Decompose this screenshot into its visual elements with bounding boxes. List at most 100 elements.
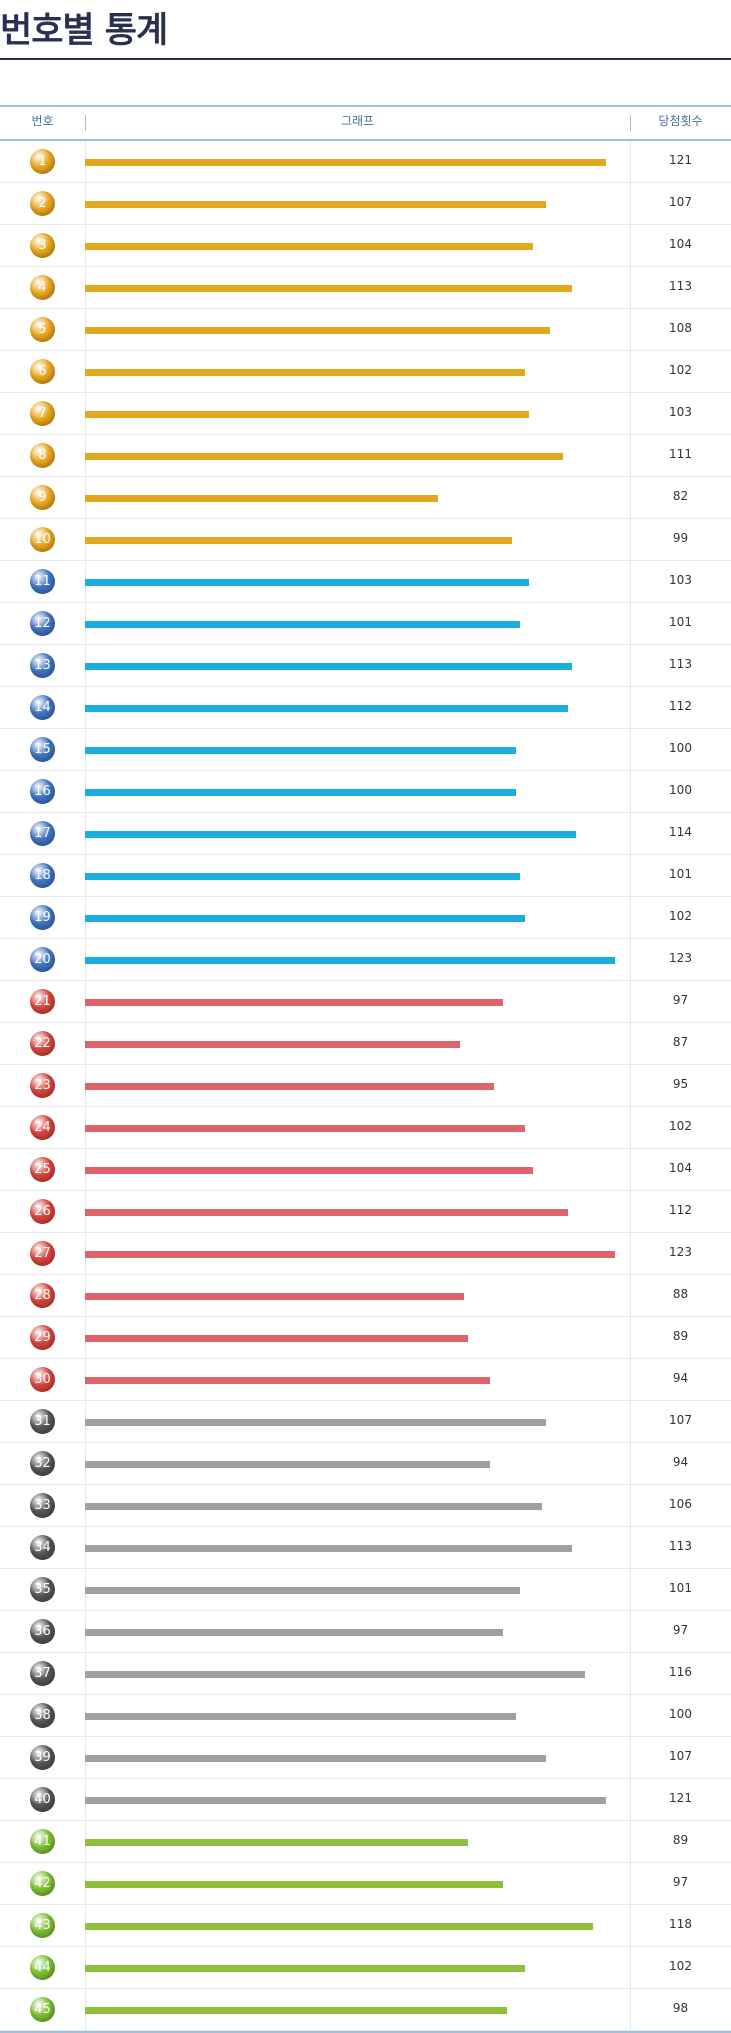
- column-divider: [630, 1989, 631, 2030]
- bar: [85, 1503, 542, 1510]
- table-row: 45 98: [0, 1989, 731, 2031]
- number-ball: 4: [30, 275, 55, 300]
- win-count: 111: [669, 447, 692, 461]
- win-count: 112: [669, 1203, 692, 1217]
- bar: [85, 1419, 546, 1426]
- number-ball: 10: [30, 527, 55, 552]
- bar: [85, 1377, 490, 1384]
- column-divider: [630, 1485, 631, 1526]
- column-divider: [630, 1275, 631, 1316]
- column-divider: [630, 603, 631, 644]
- column-divider: [630, 855, 631, 896]
- win-count: 102: [669, 1119, 692, 1133]
- bar: [85, 1545, 572, 1552]
- win-count: 88: [672, 1287, 689, 1301]
- win-count: 99: [672, 531, 689, 545]
- number-ball: 14: [30, 695, 55, 720]
- number-ball: 33: [30, 1493, 55, 1518]
- bar: [85, 285, 572, 292]
- win-count: 108: [669, 321, 692, 335]
- number-ball: 22: [30, 1031, 55, 1056]
- win-count: 100: [669, 1707, 692, 1721]
- table-row: 8 111: [0, 435, 731, 477]
- column-divider: [630, 1947, 631, 1988]
- column-divider: [630, 687, 631, 728]
- table-header: 번호 그래프 당첨횟수: [0, 105, 731, 141]
- column-divider: [630, 1107, 631, 1148]
- number-ball: 15: [30, 737, 55, 762]
- win-count: 82: [672, 489, 689, 503]
- number-ball: 12: [30, 611, 55, 636]
- win-count: 89: [672, 1329, 689, 1343]
- bar: [85, 957, 615, 964]
- header-number: 번호: [31, 114, 54, 128]
- win-count: 87: [672, 1035, 689, 1049]
- bar: [85, 1125, 525, 1132]
- bar: [85, 621, 520, 628]
- number-ball: 25: [30, 1157, 55, 1182]
- win-count: 101: [669, 1581, 692, 1595]
- bar: [85, 243, 533, 250]
- bar: [85, 1587, 520, 1594]
- column-divider: [630, 477, 631, 518]
- column-divider: [630, 1443, 631, 1484]
- table-row: 23 95: [0, 1065, 731, 1107]
- bar: [85, 1461, 490, 1468]
- bar: [85, 1335, 468, 1342]
- column-divider: [630, 1611, 631, 1652]
- win-count: 107: [669, 1749, 692, 1763]
- win-count: 107: [669, 1413, 692, 1427]
- bar: [85, 2007, 507, 2014]
- bar: [85, 1671, 585, 1678]
- table-row: 1 121: [0, 141, 731, 183]
- table-row: 31 107: [0, 1401, 731, 1443]
- win-count: 121: [669, 153, 692, 167]
- table-row: 26 112: [0, 1191, 731, 1233]
- bar: [85, 495, 438, 502]
- column-divider: [630, 1737, 631, 1778]
- bar: [85, 1839, 468, 1846]
- table-row: 35 101: [0, 1569, 731, 1611]
- bar: [85, 747, 516, 754]
- table-row: 22 87: [0, 1023, 731, 1065]
- number-ball: 39: [30, 1745, 55, 1770]
- header-count: 당첨횟수: [658, 114, 703, 128]
- win-count: 123: [669, 951, 692, 965]
- column-divider: [630, 225, 631, 266]
- win-count: 103: [669, 405, 692, 419]
- number-ball: 44: [30, 1955, 55, 1980]
- column-divider: [630, 1149, 631, 1190]
- win-count: 94: [672, 1371, 689, 1385]
- column-divider: [630, 729, 631, 770]
- column-divider: [630, 435, 631, 476]
- table-row: 16 100: [0, 771, 731, 813]
- table-row: 9 82: [0, 477, 731, 519]
- column-divider: [630, 267, 631, 308]
- column-divider: [630, 1821, 631, 1862]
- table-row: 20 123: [0, 939, 731, 981]
- number-ball: 41: [30, 1829, 55, 1854]
- win-count: 106: [669, 1497, 692, 1511]
- table-row: 39 107: [0, 1737, 731, 1779]
- bar: [85, 453, 563, 460]
- column-divider: [630, 1233, 631, 1274]
- table-row: 7 103: [0, 393, 731, 435]
- number-ball: 42: [30, 1871, 55, 1896]
- column-divider: [630, 183, 631, 224]
- table-row: 11 103: [0, 561, 731, 603]
- bar: [85, 537, 512, 544]
- column-divider: [630, 1779, 631, 1820]
- column-divider: [630, 1863, 631, 1904]
- bar: [85, 159, 606, 166]
- number-ball: 26: [30, 1199, 55, 1224]
- win-count: 121: [669, 1791, 692, 1805]
- bar: [85, 705, 568, 712]
- number-ball: 30: [30, 1367, 55, 1392]
- bar: [85, 999, 503, 1006]
- win-count: 113: [669, 279, 692, 293]
- number-ball: 24: [30, 1115, 55, 1140]
- column-divider: [630, 1569, 631, 1610]
- bar: [85, 1881, 503, 1888]
- column-divider: [630, 1527, 631, 1568]
- number-ball: 38: [30, 1703, 55, 1728]
